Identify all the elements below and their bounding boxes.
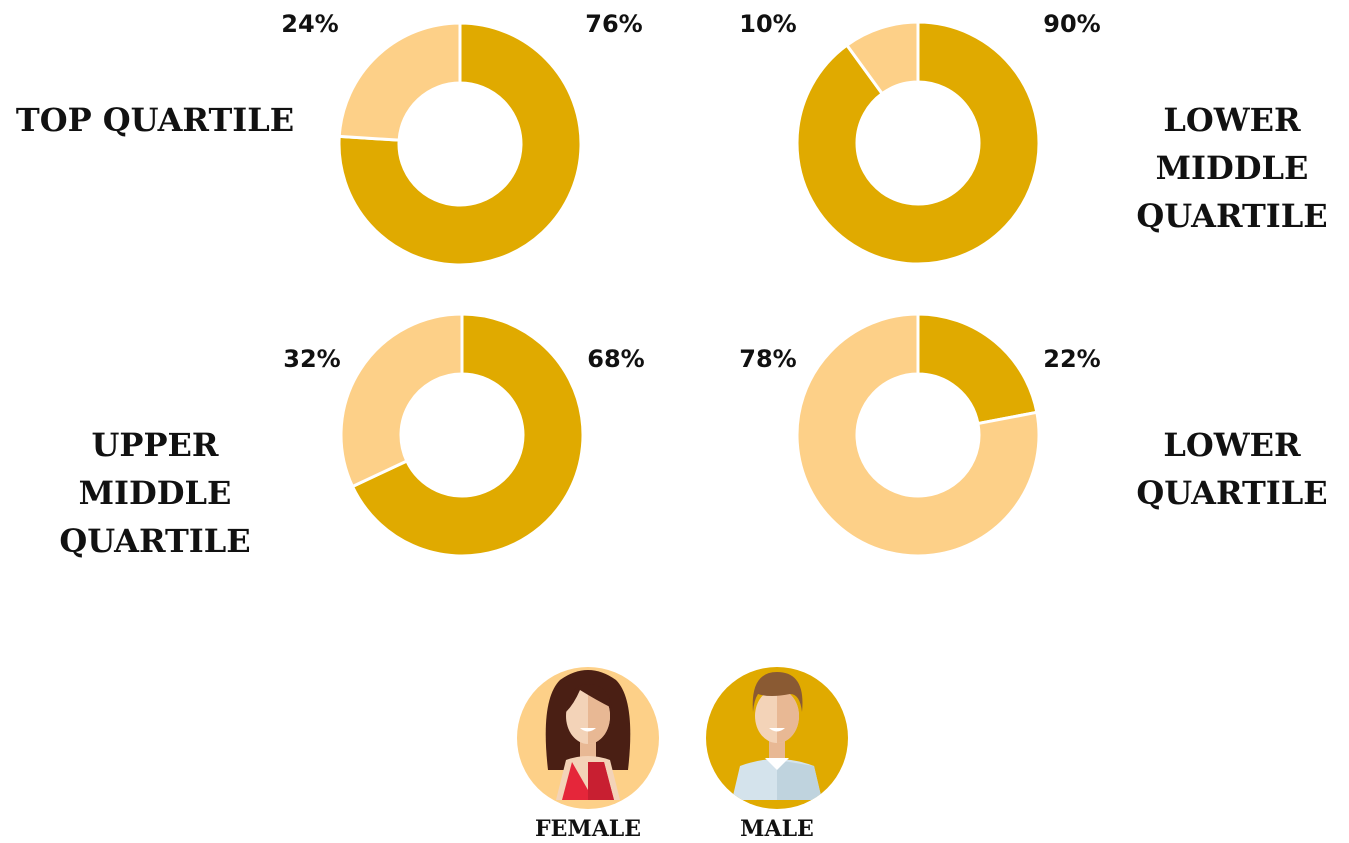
legend: FEMALE MALE — [517, 667, 848, 842]
value-label: 78% — [739, 345, 796, 373]
value-label: 32% — [283, 345, 340, 373]
chart-title: UPPER MIDDLE QUARTILE — [40, 421, 270, 565]
chart-title: LOWER QUARTILE — [1117, 421, 1347, 517]
legend-label: MALE — [740, 816, 814, 842]
chart-title: TOP QUARTILE — [0, 96, 320, 144]
value-label: 68% — [587, 345, 644, 373]
donut-slice — [918, 314, 1037, 424]
value-label: 76% — [585, 10, 642, 38]
page: FEMALE MALE 24%76%10%90%32%68%78%22% (()… — [0, 0, 1349, 843]
value-label: 22% — [1043, 345, 1100, 373]
donut-slice — [339, 23, 460, 140]
value-label: 90% — [1043, 10, 1100, 38]
legend-label: FEMALE — [535, 816, 641, 842]
value-label: 10% — [739, 10, 796, 38]
value-label: 24% — [281, 10, 338, 38]
donut-slice — [341, 314, 462, 487]
chart-title: LOWER MIDDLE QUARTILE — [1117, 96, 1347, 240]
